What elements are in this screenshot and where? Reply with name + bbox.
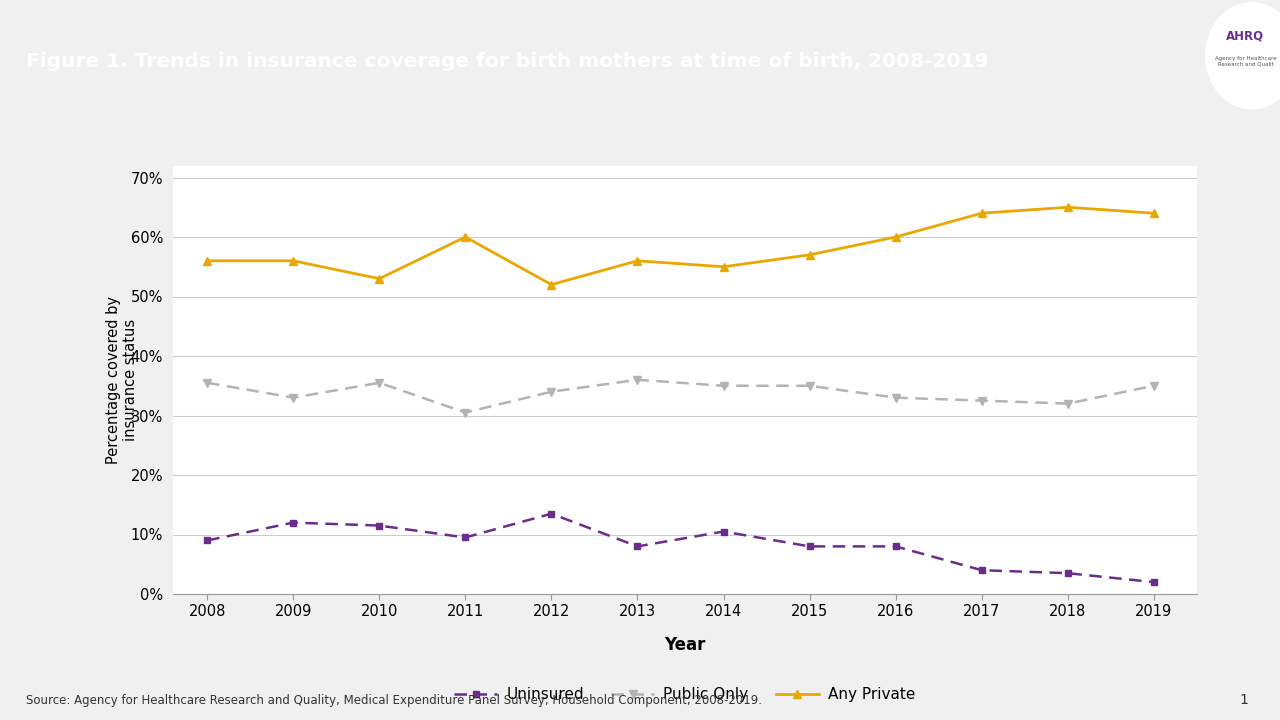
Text: Agency for Healthcare
Research and Qualit: Agency for Healthcare Research and Quali… xyxy=(1215,56,1276,67)
Text: 1: 1 xyxy=(1239,693,1248,707)
X-axis label: Year: Year xyxy=(664,636,705,654)
Text: Source: Agency for Healthcare Research and Quality, Medical Expenditure Panel Su: Source: Agency for Healthcare Research a… xyxy=(26,694,762,707)
Text: Figure 1. Trends in insurance coverage for birth mothers at time of birth, 2008-: Figure 1. Trends in insurance coverage f… xyxy=(26,52,988,71)
Text: AHRQ: AHRQ xyxy=(1226,30,1265,42)
Y-axis label: Percentage covered by
insurance status: Percentage covered by insurance status xyxy=(106,296,138,464)
Ellipse shape xyxy=(1206,3,1280,109)
Legend: Uninsured, Public Only, Any Private: Uninsured, Public Only, Any Private xyxy=(448,681,922,708)
